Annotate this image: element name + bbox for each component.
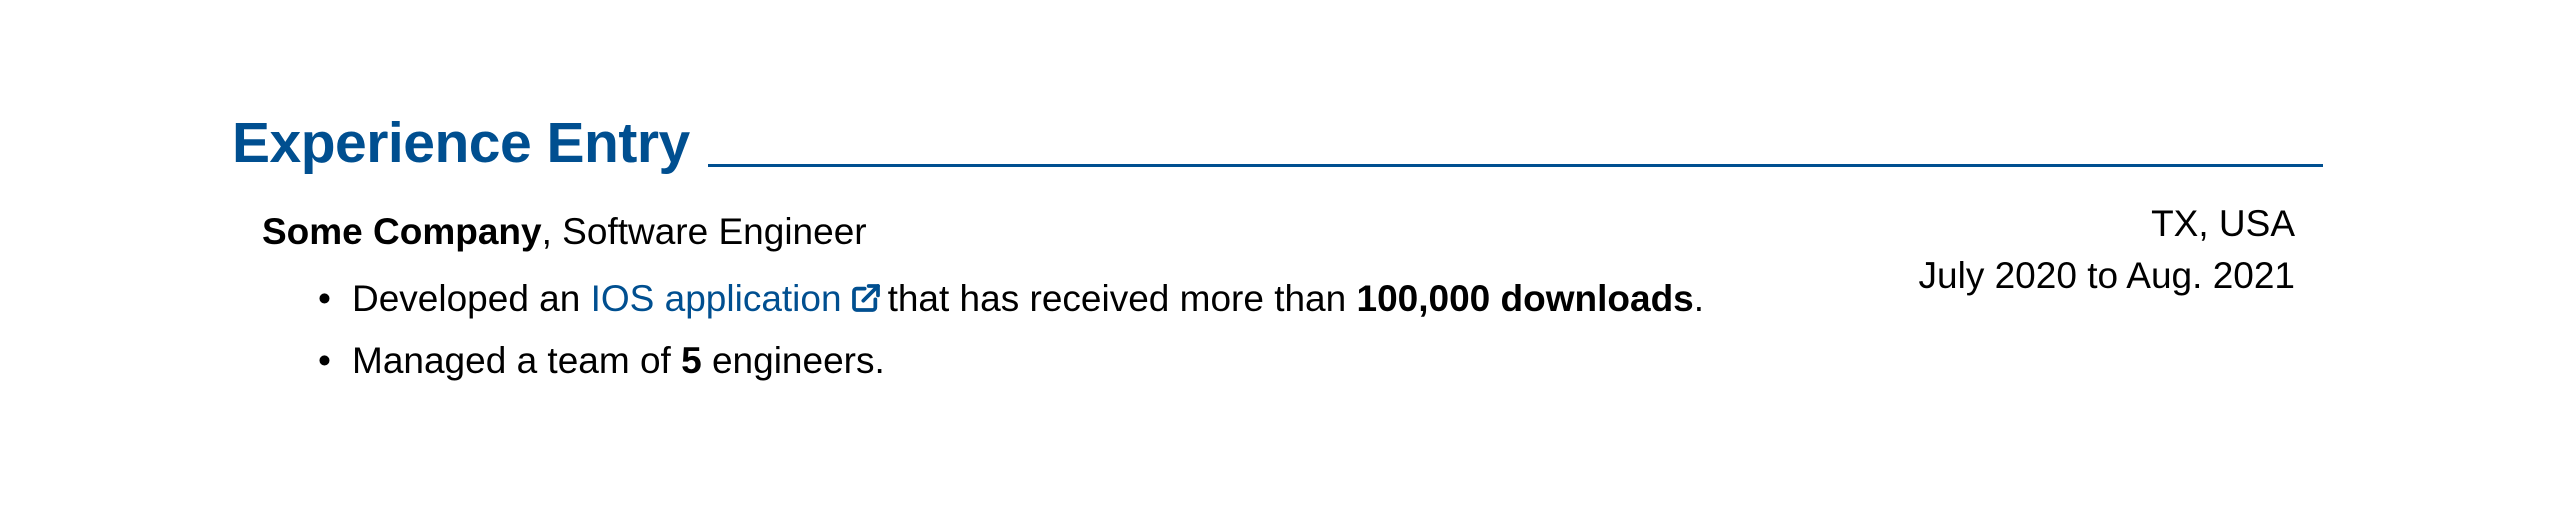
downloads-highlight: 100,000 downloads xyxy=(1356,278,1694,319)
external-link-icon[interactable] xyxy=(850,282,882,314)
list-item: • Developed an IOS application that has re… xyxy=(262,268,2295,330)
entry-location: TX, USA xyxy=(2151,203,2295,244)
experience-entry: Some Company, Software Engineer • Develop… xyxy=(262,203,2295,392)
section-header: Experience Entry xyxy=(232,108,2323,178)
job-position: Software Engineer xyxy=(551,211,867,252)
bullet-text-suffix: . xyxy=(1693,278,1705,319)
bullet-text-prefix: Developed an xyxy=(352,278,591,319)
bullet-dot: • xyxy=(318,340,331,381)
bullet-text-suffix: engineers. xyxy=(701,340,885,381)
entry-dates: July 2020 to Aug. 2021 xyxy=(1918,255,2295,296)
company-name: Some Company xyxy=(262,211,542,252)
header-separator: , xyxy=(541,211,552,252)
entry-header: Some Company, Software Engineer xyxy=(262,206,2295,258)
section-title: Experience Entry xyxy=(232,111,690,175)
entry-meta: TX, USA July 2020 to Aug. 2021 xyxy=(1919,198,2295,302)
highlights-list: • Developed an IOS application that has re… xyxy=(262,268,2295,392)
bullet-text-middle: that has received more than xyxy=(887,278,1357,319)
ios-application-link[interactable]: IOS application xyxy=(590,278,842,319)
list-item: • Managed a team of 5 engineers. xyxy=(262,330,2295,392)
bullet-dot: • xyxy=(318,278,331,319)
experience-section: Experience Entry Some Company, Software … xyxy=(232,108,2323,381)
bullet-text-prefix: Managed a team of xyxy=(352,340,682,381)
section-divider xyxy=(707,164,2323,167)
team-size-highlight: 5 xyxy=(681,340,702,381)
